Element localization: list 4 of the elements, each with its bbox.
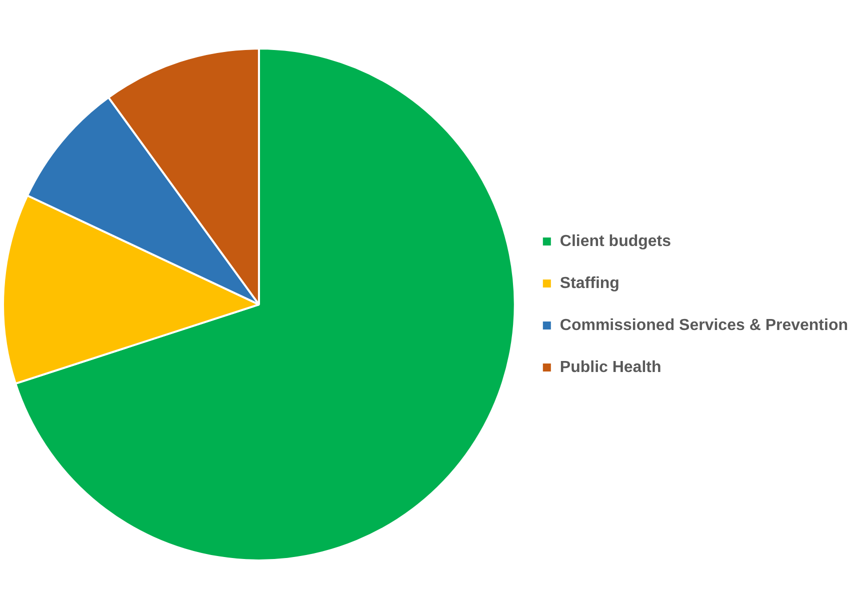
legend-label: Client budgets [560, 232, 672, 250]
legend-label: Staffing [560, 274, 620, 292]
legend-label: Commissioned Services & Prevention [560, 316, 848, 334]
legend-label: Public Health [560, 358, 662, 376]
